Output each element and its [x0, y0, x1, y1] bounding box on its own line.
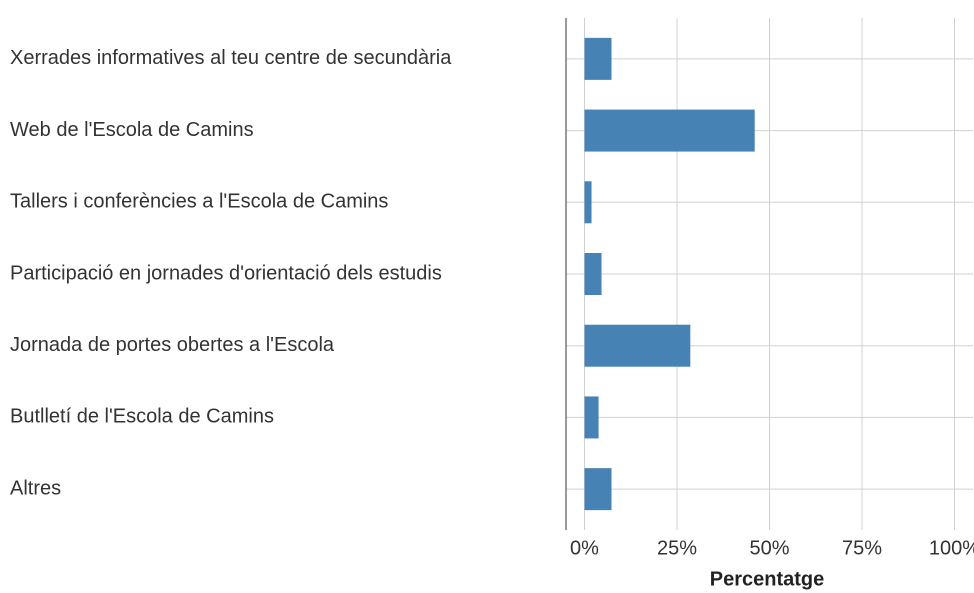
bar	[584, 324, 691, 367]
x-axis-label: Percentatge	[710, 568, 825, 590]
y-tick-label: Xerrades informatives al teu centre de s…	[10, 47, 452, 69]
bar	[584, 468, 612, 511]
x-tick-label: 25%	[657, 537, 697, 559]
x-tick-label: 75%	[842, 537, 882, 559]
bar	[584, 109, 755, 152]
x-tick-label: 50%	[749, 537, 789, 559]
bar	[584, 181, 592, 224]
bar	[584, 37, 612, 80]
x-tick-label: 100%	[929, 537, 974, 559]
y-tick-label: Altres	[10, 477, 61, 499]
y-tick-label: Tallers i conferències a l'Escola de Cam…	[10, 191, 388, 213]
y-tick-label: Butlletí de l'Escola de Camins	[10, 406, 274, 428]
y-tick-label: Jornada de portes obertes a l'Escola	[10, 334, 335, 356]
y-tick-label: Web de l'Escola de Camins	[10, 119, 254, 141]
bar	[584, 396, 599, 439]
x-tick-label: 0%	[570, 537, 599, 559]
bar	[584, 253, 602, 295]
y-tick-label: Participació en jornades d'orientació de…	[10, 262, 442, 284]
